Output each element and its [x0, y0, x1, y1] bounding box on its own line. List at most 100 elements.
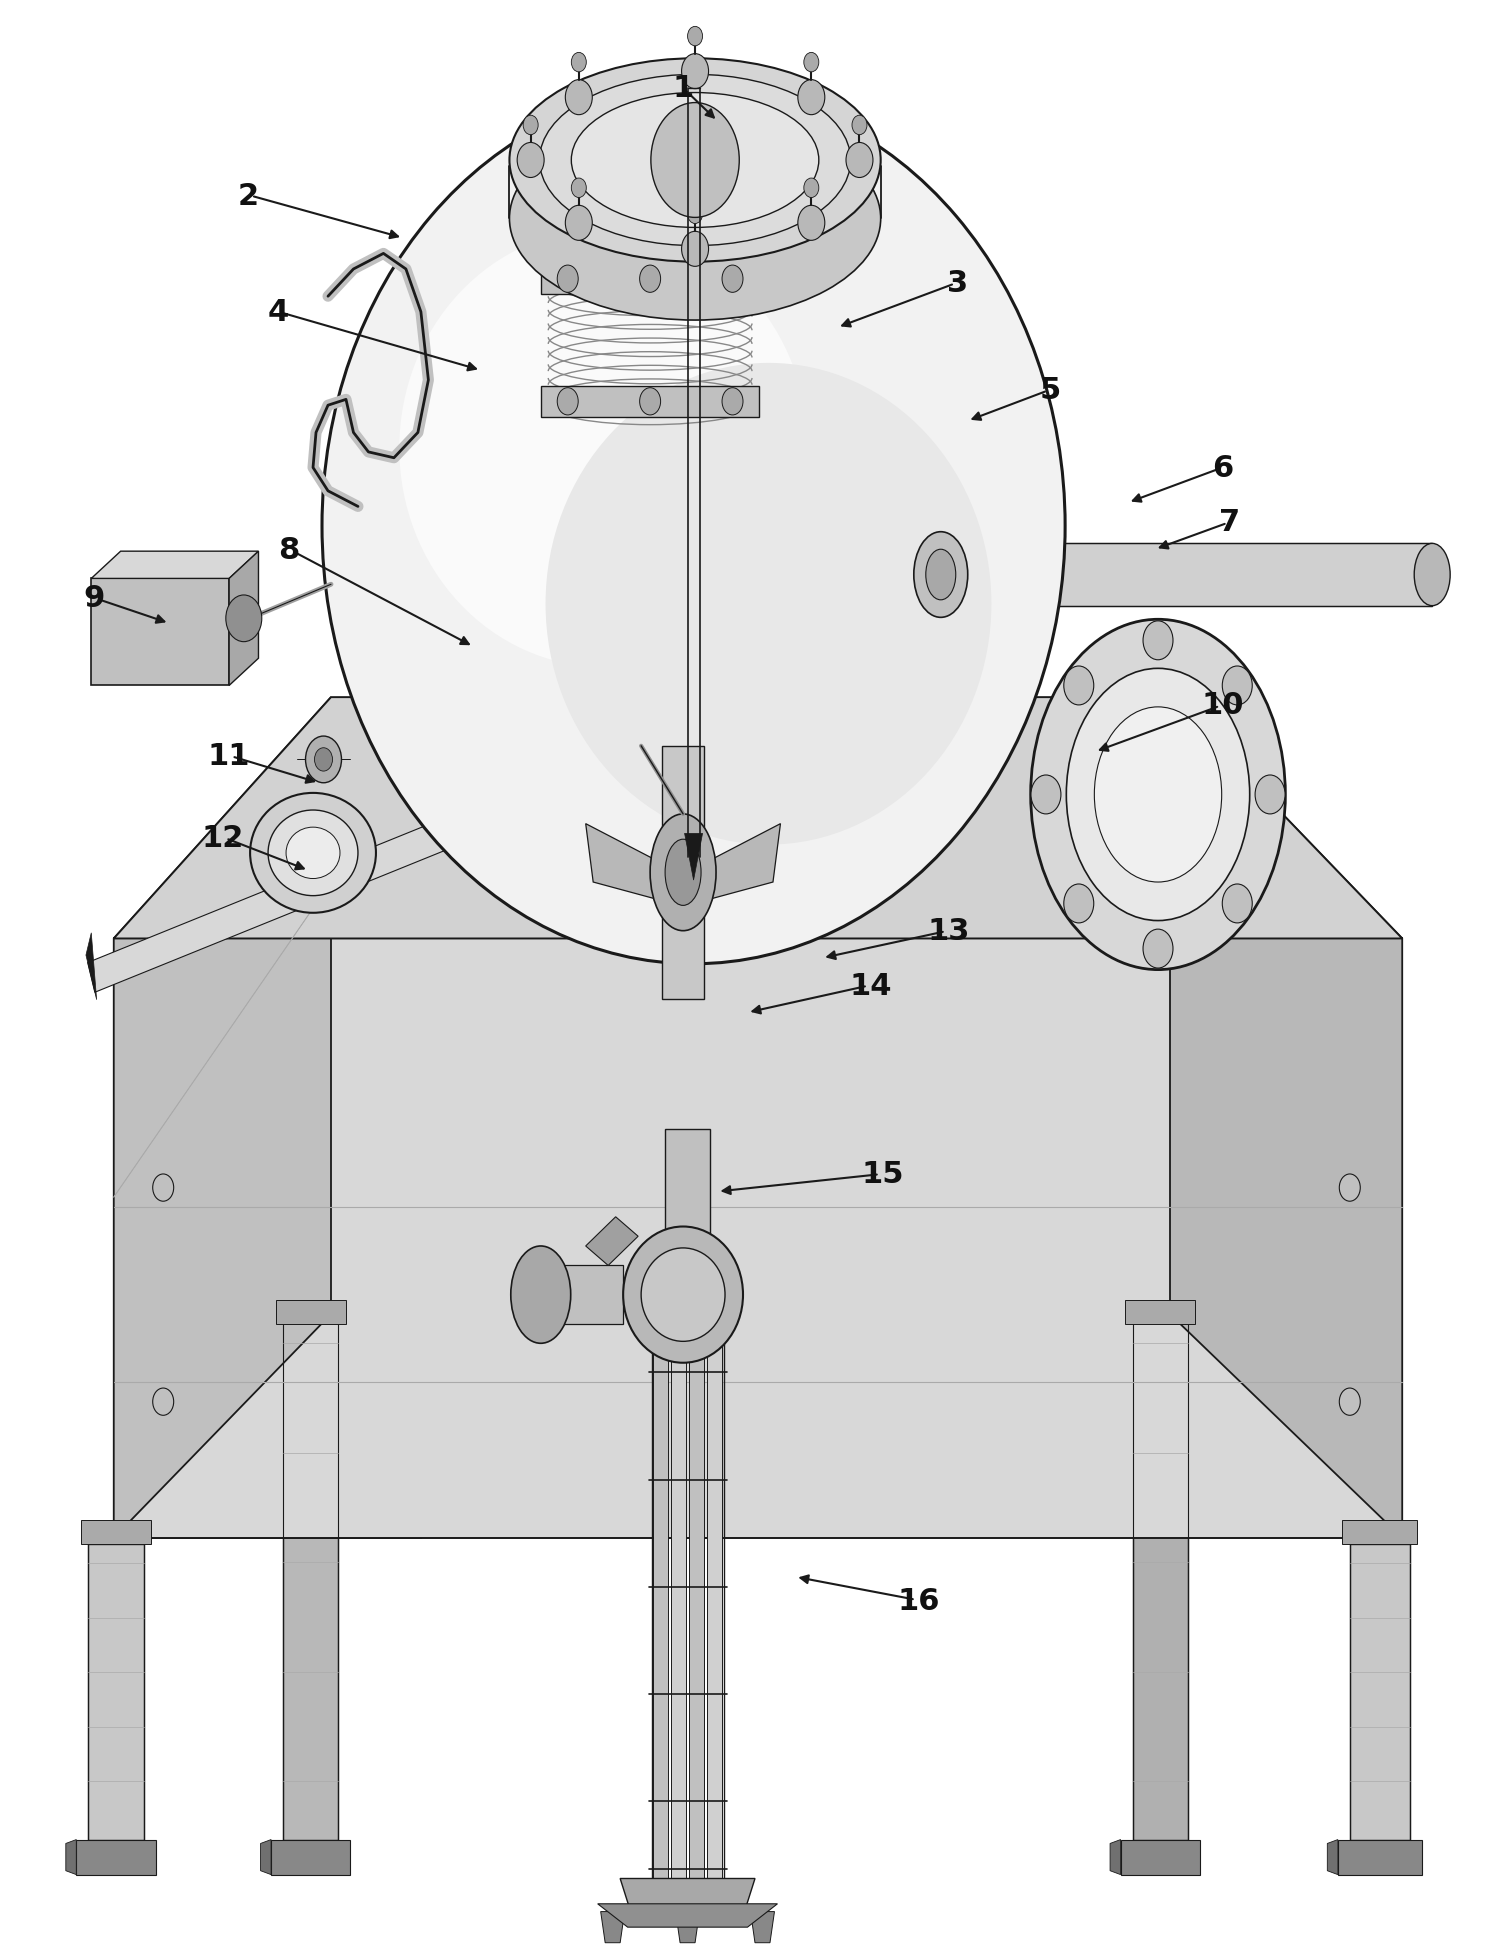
Circle shape — [1339, 1175, 1360, 1202]
Polygon shape — [540, 386, 760, 417]
Circle shape — [566, 80, 593, 115]
Polygon shape — [114, 697, 1402, 939]
Polygon shape — [1327, 1839, 1337, 1874]
Ellipse shape — [572, 94, 820, 228]
Text: 13: 13 — [928, 918, 970, 945]
Circle shape — [153, 1389, 174, 1416]
Circle shape — [853, 117, 868, 136]
Text: 8: 8 — [278, 536, 300, 565]
Circle shape — [799, 206, 826, 242]
Text: 15: 15 — [862, 1159, 904, 1188]
Circle shape — [315, 748, 333, 771]
Ellipse shape — [665, 840, 701, 906]
Circle shape — [847, 144, 874, 179]
Polygon shape — [662, 746, 704, 999]
Circle shape — [681, 55, 708, 90]
Circle shape — [153, 1175, 174, 1202]
Circle shape — [687, 27, 702, 47]
Polygon shape — [66, 1839, 77, 1874]
Text: 9: 9 — [84, 584, 105, 614]
Polygon shape — [1126, 1301, 1195, 1325]
Polygon shape — [92, 551, 258, 579]
Ellipse shape — [509, 58, 881, 263]
Polygon shape — [77, 1839, 156, 1874]
Polygon shape — [114, 939, 420, 1539]
Text: 4: 4 — [269, 298, 290, 327]
Circle shape — [1144, 929, 1172, 968]
Polygon shape — [540, 1266, 623, 1325]
Ellipse shape — [399, 230, 808, 668]
Text: 3: 3 — [947, 269, 968, 298]
Circle shape — [557, 267, 578, 292]
Polygon shape — [114, 697, 332, 1539]
Polygon shape — [1169, 697, 1402, 1539]
Polygon shape — [585, 1218, 638, 1266]
Text: 2: 2 — [239, 181, 260, 210]
Circle shape — [225, 596, 261, 643]
Circle shape — [681, 232, 708, 267]
Polygon shape — [665, 1130, 710, 1295]
Polygon shape — [1349, 1545, 1409, 1839]
Circle shape — [1255, 775, 1285, 814]
Polygon shape — [1111, 1839, 1121, 1874]
Circle shape — [1031, 775, 1061, 814]
Circle shape — [805, 179, 820, 199]
Polygon shape — [671, 1344, 686, 1903]
Text: 6: 6 — [1211, 454, 1232, 483]
Circle shape — [566, 206, 593, 242]
Circle shape — [524, 117, 539, 136]
Text: 1: 1 — [672, 74, 693, 103]
Polygon shape — [707, 1344, 722, 1903]
Text: 10: 10 — [1201, 692, 1244, 721]
Polygon shape — [750, 1911, 775, 1942]
Ellipse shape — [914, 532, 968, 618]
Polygon shape — [675, 1911, 699, 1942]
Circle shape — [639, 388, 660, 415]
Text: 7: 7 — [1219, 508, 1240, 538]
Ellipse shape — [926, 549, 956, 600]
Ellipse shape — [539, 76, 851, 247]
Text: 12: 12 — [203, 824, 245, 853]
Text: 16: 16 — [898, 1586, 940, 1615]
Ellipse shape — [1414, 543, 1450, 606]
Ellipse shape — [509, 117, 881, 321]
Circle shape — [1222, 666, 1252, 705]
Polygon shape — [1337, 1839, 1421, 1874]
Ellipse shape — [650, 814, 716, 931]
Polygon shape — [1342, 1521, 1417, 1545]
Ellipse shape — [287, 828, 341, 879]
Polygon shape — [261, 1839, 272, 1874]
Polygon shape — [653, 1344, 668, 1903]
Polygon shape — [1133, 1325, 1187, 1839]
Circle shape — [722, 267, 743, 292]
Polygon shape — [1121, 1839, 1199, 1874]
Ellipse shape — [641, 1249, 725, 1342]
Circle shape — [572, 53, 587, 72]
Text: 11: 11 — [207, 742, 251, 771]
Polygon shape — [92, 579, 230, 686]
Ellipse shape — [269, 810, 357, 896]
Circle shape — [1064, 884, 1094, 923]
Text: 14: 14 — [850, 972, 892, 999]
Polygon shape — [114, 939, 1402, 1539]
Polygon shape — [701, 824, 781, 902]
Polygon shape — [81, 1521, 152, 1545]
Ellipse shape — [510, 1247, 570, 1344]
Polygon shape — [600, 1911, 624, 1942]
Circle shape — [799, 80, 826, 115]
Polygon shape — [276, 1301, 345, 1325]
Polygon shape — [938, 543, 1432, 606]
Circle shape — [518, 144, 545, 179]
Circle shape — [306, 736, 342, 783]
Polygon shape — [87, 785, 537, 993]
Polygon shape — [284, 1325, 339, 1839]
Ellipse shape — [323, 90, 1066, 964]
Polygon shape — [86, 933, 96, 999]
Circle shape — [805, 53, 820, 72]
Ellipse shape — [623, 1227, 743, 1364]
Polygon shape — [684, 834, 702, 880]
Circle shape — [651, 103, 740, 218]
Polygon shape — [230, 551, 258, 686]
Ellipse shape — [1066, 668, 1250, 921]
Circle shape — [572, 179, 587, 199]
